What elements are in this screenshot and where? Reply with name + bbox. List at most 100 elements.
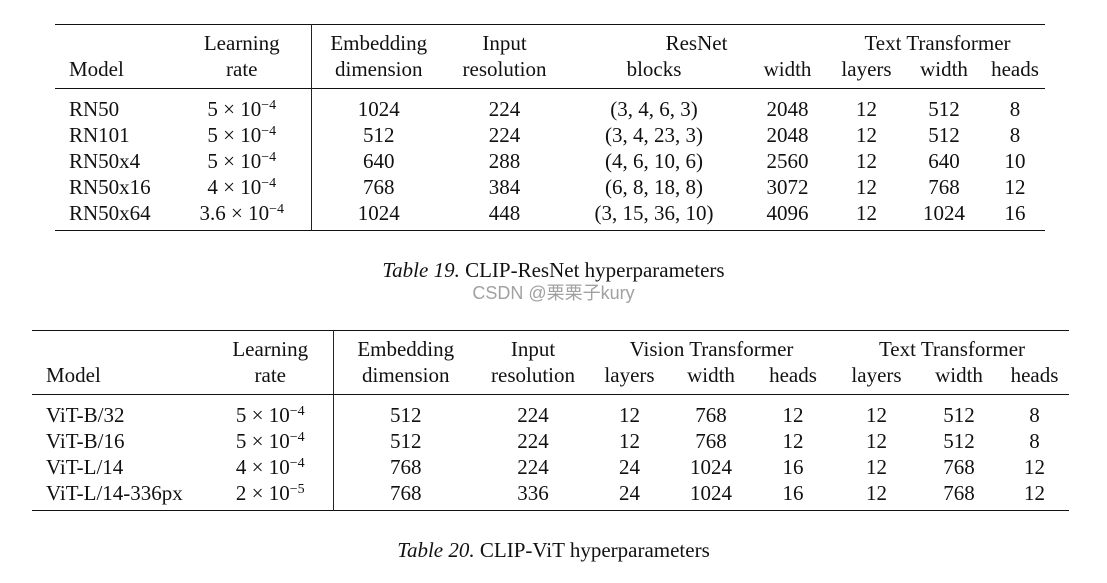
header-embedding-bottom: dimension	[362, 363, 450, 387]
header-blocks: blocks	[626, 57, 682, 81]
learning-rate: 5 × 10−4	[173, 148, 312, 174]
learning-rate: 4 × 10−4	[208, 454, 334, 480]
input-resolution: 224	[517, 403, 549, 427]
text-width: 512	[928, 97, 960, 121]
text-heads: 12	[1024, 481, 1045, 505]
embedding-dim: 768	[390, 455, 422, 479]
vision-layers: 12	[619, 403, 640, 427]
text-layers: 12	[856, 175, 877, 199]
text-width: 512	[943, 403, 975, 427]
text-width: 768	[943, 455, 975, 479]
header-text-transformer-group: Text Transformer	[864, 31, 1011, 55]
caption-label: Table 20.	[397, 538, 475, 562]
table-row: RN50x4 5 × 10−4 640 288 (4, 6, 10, 6) 25…	[55, 148, 1045, 174]
text-heads: 12	[1004, 175, 1026, 199]
table-row: ViT-L/14 4 × 10−4 768 224 24 1024 16 12 …	[32, 454, 1069, 480]
text-width: 640	[928, 149, 960, 173]
model-name: RN50x16	[69, 175, 151, 199]
resnet-width: 2048	[766, 123, 809, 147]
text-width: 768	[928, 175, 960, 199]
header-embedding-top: Embedding	[357, 337, 455, 361]
text-layers: 12	[856, 149, 877, 173]
text-heads: 12	[1024, 455, 1045, 479]
table-20-caption: Table 20. CLIP-ViT hyperparameters	[0, 538, 1107, 563]
model-name: RN50x4	[69, 149, 141, 173]
text-heads: 8	[1009, 97, 1021, 121]
vision-heads: 12	[782, 429, 804, 453]
caption-text: CLIP-ResNet hyperparameters	[459, 258, 725, 282]
vision-heads: 16	[782, 455, 804, 479]
learning-rate: 5 × 10−4	[173, 122, 312, 148]
header-text-layers: layers	[841, 57, 892, 81]
text-width: 512	[943, 429, 975, 453]
header-input-bottom: resolution	[491, 363, 575, 387]
text-heads: 8	[1029, 403, 1040, 427]
header-embedding-top: Embedding	[330, 31, 428, 55]
vision-width: 1024	[690, 481, 732, 505]
vision-layers: 24	[619, 455, 640, 479]
resnet-blocks: (3, 4, 23, 3)	[605, 123, 703, 147]
resnet-blocks: (4, 6, 10, 6)	[605, 149, 703, 173]
model-name: RN50x64	[69, 201, 151, 225]
text-width: 512	[928, 123, 960, 147]
embedding-dim: 1024	[357, 201, 400, 225]
vision-width: 768	[695, 429, 727, 453]
embedding-dim: 512	[363, 123, 395, 147]
header-input-bottom: resolution	[462, 57, 547, 81]
header-text-width: width	[920, 57, 968, 81]
learning-rate: 5 × 10−4	[208, 428, 334, 454]
embedding-dim: 512	[390, 429, 422, 453]
learning-rate: 4 × 10−4	[173, 174, 312, 200]
header-vision-heads: heads	[769, 363, 817, 387]
header-learning-rate-top: Learning	[173, 24, 312, 56]
text-heads: 16	[1004, 201, 1026, 225]
vision-layers: 12	[619, 429, 640, 453]
header-width: width	[763, 57, 812, 81]
resnet-blocks: (3, 4, 6, 3)	[610, 97, 698, 121]
header-vision-width: width	[687, 363, 735, 387]
header-spacer	[32, 331, 208, 363]
text-heads: 8	[1009, 123, 1021, 147]
header-text-heads: heads	[1010, 363, 1059, 387]
text-layers: 12	[856, 97, 877, 121]
header-text-layers: layers	[851, 363, 902, 387]
header-text-width: width	[935, 363, 983, 387]
table-19-caption: Table 19. CLIP-ResNet hyperparameters	[0, 258, 1107, 283]
table-row: RN50x64 3.6 × 10−4 1024 448 (3, 15, 36, …	[55, 200, 1045, 231]
text-width: 1024	[923, 201, 965, 225]
resnet-width: 2048	[766, 97, 809, 121]
table-row: RN101 5 × 10−4 512 224 (3, 4, 23, 3) 204…	[55, 122, 1045, 148]
header-input-top: Input	[482, 31, 527, 55]
vision-heads: 12	[782, 403, 804, 427]
input-resolution: 224	[517, 455, 549, 479]
table-row: ViT-L/14-336px 2 × 10−5 768 336 24 1024 …	[32, 480, 1069, 511]
input-resolution: 224	[517, 429, 549, 453]
model-name: ViT-L/14	[46, 455, 124, 479]
learning-rate: 3.6 × 10−4	[173, 200, 312, 231]
resnet-width: 4096	[766, 201, 809, 225]
table-row: ViT-B/32 5 × 10−4 512 224 12 768 12 12 5…	[32, 394, 1069, 428]
header-learning-rate-top: Learning	[208, 330, 334, 362]
header-embedding-bottom: dimension	[335, 57, 423, 81]
embedding-dim: 1024	[357, 97, 400, 121]
caption-label: Table 19.	[382, 258, 460, 282]
input-resolution: 336	[517, 481, 549, 505]
model-name: RN101	[69, 123, 130, 147]
header-text-transformer-group: Text Transformer	[878, 337, 1026, 361]
header-resnet-group: ResNet	[665, 31, 728, 55]
vision-width: 768	[695, 403, 727, 427]
input-resolution: 288	[488, 149, 521, 173]
header-learning-rate-bottom: rate	[173, 56, 312, 89]
text-layers: 12	[866, 403, 887, 427]
model-name: ViT-B/16	[46, 429, 125, 453]
text-width: 768	[943, 481, 975, 505]
watermark: CSDN @栗栗子kury	[472, 283, 635, 303]
header-model: Model	[69, 57, 124, 81]
embedding-dim: 768	[363, 175, 395, 199]
input-resolution: 224	[488, 123, 521, 147]
input-resolution: 448	[488, 201, 521, 225]
header-vision-layers: layers	[604, 363, 655, 387]
resnet-blocks: (3, 15, 36, 10)	[594, 201, 714, 225]
vision-width: 1024	[690, 455, 732, 479]
embedding-dim: 640	[363, 149, 395, 173]
